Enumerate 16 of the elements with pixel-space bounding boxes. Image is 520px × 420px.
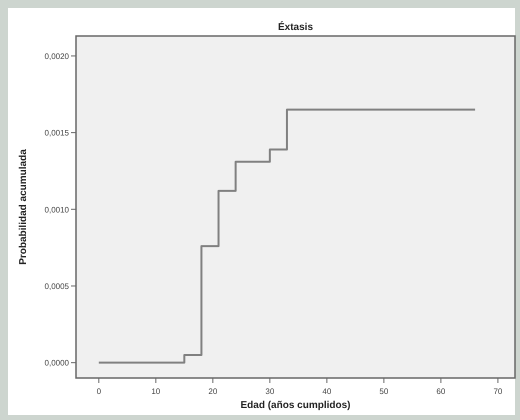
x-tick-label: 50: [379, 387, 389, 396]
x-tick-label: 40: [322, 387, 332, 396]
x-tick-label: 60: [436, 387, 446, 396]
y-tick-label: 0,0020: [44, 52, 70, 61]
y-tick-label: 0,0005: [44, 282, 70, 291]
x-axis-title: Edad (años cumplidos): [240, 400, 351, 411]
chart-title: Éxtasis: [278, 21, 314, 33]
x-tick-label: 30: [265, 387, 275, 396]
y-tick-label: 0,0010: [44, 205, 70, 214]
x-tick-label: 0: [96, 387, 102, 396]
x-tick-label: 70: [493, 387, 503, 396]
y-tick-label: 0,0015: [44, 128, 70, 138]
x-tick-label: 20: [208, 387, 218, 396]
y-tick-label: 0,0000: [44, 358, 70, 368]
x-tick-label: 10: [151, 387, 161, 396]
y-axis-title: Probabilidad acumulada: [18, 148, 29, 265]
